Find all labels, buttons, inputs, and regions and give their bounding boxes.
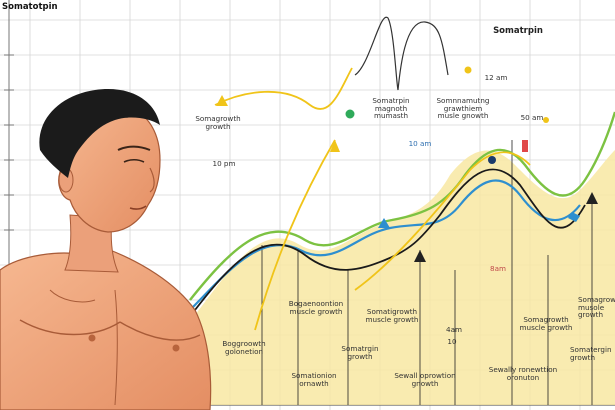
marker-lines bbox=[261, 140, 593, 405]
yellow-dot-icon-2 bbox=[543, 117, 549, 123]
label-upper-left: Somagrowth growth bbox=[195, 114, 241, 131]
label-bottom-4: Sewall oprowtion gnowth bbox=[394, 371, 456, 388]
label-mid-upper-1: Somatrpin magnoth mumasth bbox=[372, 96, 410, 121]
up-arrow-icon-2 bbox=[216, 95, 228, 106]
label-mid-unit-2: 12 am bbox=[484, 73, 508, 82]
blue-curve bbox=[189, 179, 581, 311]
label-lower-3: Somagrowth muscle growth bbox=[519, 315, 573, 332]
label-mid-upper-2: Somnnamutng grawthiem musle gnowth bbox=[436, 96, 490, 121]
label-bottom-1: Boggroowth golonetion bbox=[222, 339, 266, 356]
label-bottom-5: Sewally ronewttion oronuton bbox=[488, 365, 558, 382]
red-plus-icon bbox=[522, 140, 528, 152]
node-icon bbox=[488, 156, 496, 164]
up-arrow-icon bbox=[330, 140, 340, 152]
label-tiny-3: 10 bbox=[447, 337, 457, 346]
label-top-right: Somatrpin bbox=[493, 26, 543, 36]
label-mid-unit-1: 10 am bbox=[408, 139, 432, 148]
yellow-curve-top bbox=[214, 67, 353, 110]
green-dot-icon bbox=[345, 109, 355, 119]
black-curve bbox=[194, 168, 586, 311]
blue-tri-icon bbox=[378, 218, 390, 228]
page-title: Somatotpin bbox=[2, 2, 58, 12]
yellow-curve-right bbox=[354, 151, 531, 291]
label-mid-unit-3: 50 am bbox=[520, 113, 544, 122]
blue-star-icon bbox=[568, 212, 580, 222]
label-tiny-2: 8am bbox=[490, 264, 506, 273]
label-bottom-6: Somatergin growth bbox=[570, 345, 612, 362]
yellow-dot-icon bbox=[464, 66, 472, 74]
yellow-curve bbox=[254, 139, 336, 331]
up-arrow-icon-4 bbox=[586, 192, 598, 204]
up-arrow-icon-3 bbox=[414, 250, 426, 262]
label-bottom-2: Somatrgin growth bbox=[341, 344, 379, 361]
spike-curve bbox=[354, 16, 449, 91]
label-lower-1: Bogaenoontion muscle growth bbox=[288, 299, 344, 316]
growth-area-fill bbox=[195, 150, 615, 405]
label-tiny-1: 4am bbox=[446, 325, 462, 334]
label-bottom-3: Somationion ornawth bbox=[291, 371, 337, 388]
label-lower-4: Somagrowth musole growth bbox=[578, 295, 615, 320]
man-illustration bbox=[0, 89, 212, 410]
label-upper-left-unit: 10 pm bbox=[212, 159, 236, 168]
label-lower-2: Somatigrowth muscle growth bbox=[365, 307, 419, 324]
